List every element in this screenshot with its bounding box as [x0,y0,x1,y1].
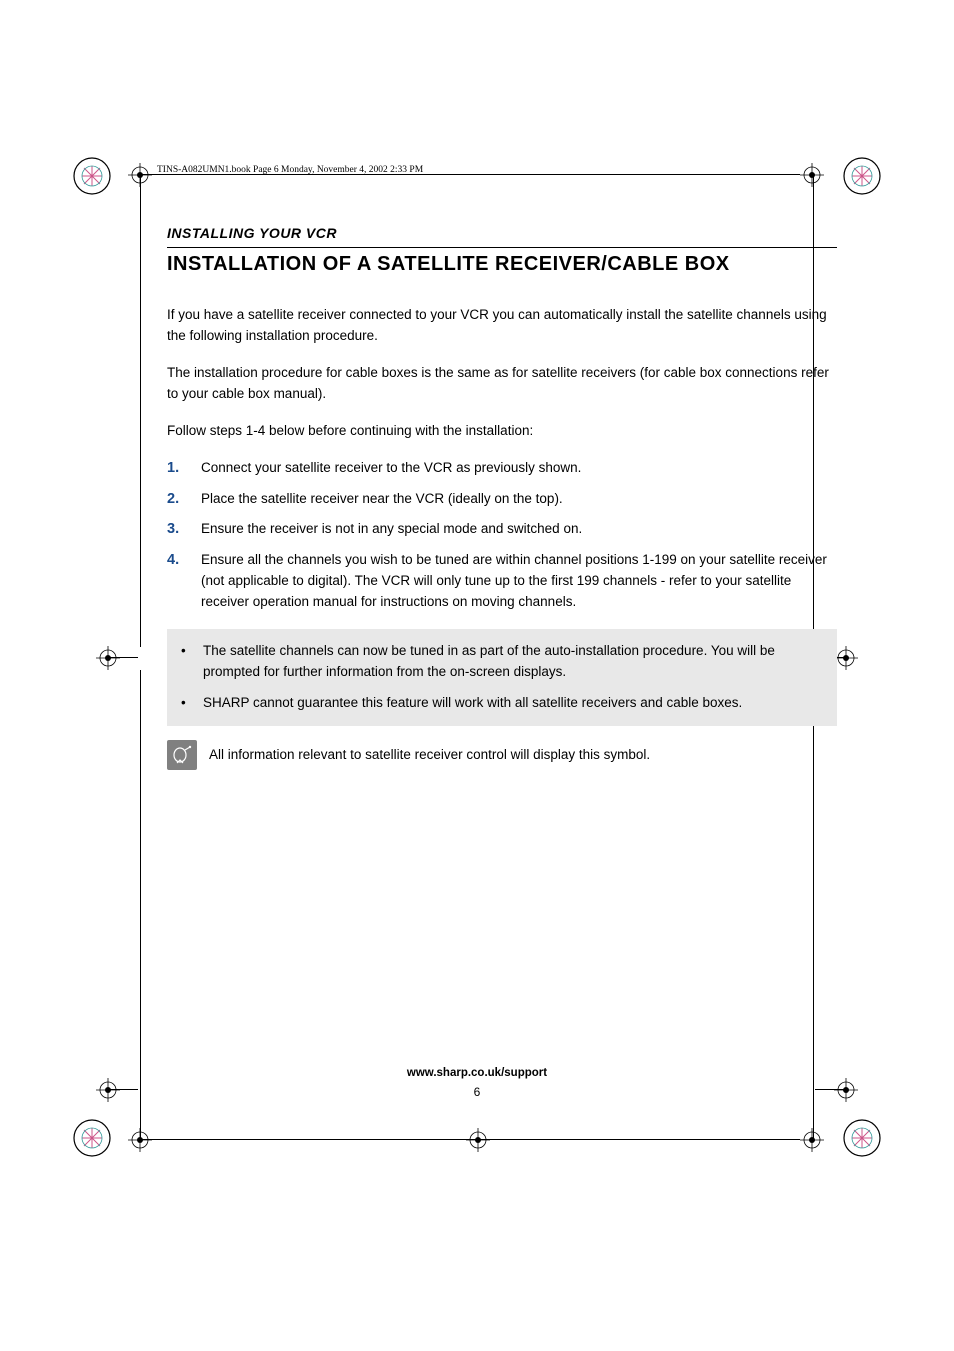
bullet-icon: • [181,693,191,714]
intro-paragraph-1: If you have a satellite receiver connect… [167,305,837,347]
step-text: Connect your satellite receiver to the V… [201,458,581,479]
symbol-text: All information relevant to satellite re… [209,747,650,762]
step-text: Place the satellite receiver near the VC… [201,489,563,510]
steps-list: 1. Connect your satellite receiver to th… [167,458,837,614]
note-box: • The satellite channels can now be tune… [167,629,837,726]
step-item: 1. Connect your satellite receiver to th… [167,458,837,479]
page-number: 6 [407,1085,547,1099]
section-label: INSTALLING YOUR VCR [167,225,837,241]
step-text: Ensure all the channels you wish to be t… [201,550,837,613]
step-item: 2. Place the satellite receiver near the… [167,489,837,510]
crop-line-bottom [140,1139,800,1140]
intro-paragraph-3: Follow steps 1-4 below before continuing… [167,421,837,442]
step-text: Ensure the receiver is not in any specia… [201,519,582,540]
page-content: TINS-A082UMN1.book Page 6 Monday, Novemb… [167,165,837,770]
register-bc [466,1128,490,1152]
register-ml [96,646,120,670]
step-number: 1. [167,460,187,476]
step-number: 4. [167,552,187,568]
symbol-note: All information relevant to satellite re… [167,740,837,770]
page-footer: www.sharp.co.uk/support 6 [407,1067,547,1099]
step-number: 3. [167,521,187,537]
crop-line-left-top [140,175,141,647]
note-text: The satellite channels can now be tuned … [203,641,823,683]
bullet-icon: • [181,641,191,683]
crop-corner-tr [842,156,882,196]
crop-line-left-bottom [140,670,141,1139]
step-number: 2. [167,491,187,507]
register-br1 [834,1078,858,1102]
section-title: INSTALLATION OF A SATELLITE RECEIVER/CAB… [167,247,837,277]
register-br2 [800,1128,824,1152]
intro-paragraph-2: The installation procedure for cable box… [167,363,837,405]
register-bl1 [96,1078,120,1102]
crop-corner-br [842,1118,882,1158]
register-mr [834,646,858,670]
satellite-icon [167,740,197,770]
note-text: SHARP cannot guarantee this feature will… [203,693,742,714]
crop-corner-bl [72,1118,112,1158]
footer-url: www.sharp.co.uk/support [407,1067,547,1079]
crop-corner-tl [72,156,112,196]
step-item: 3. Ensure the receiver is not in any spe… [167,519,837,540]
book-header-text: TINS-A082UMN1.book Page 6 Monday, Novemb… [157,165,423,175]
note-item: • SHARP cannot guarantee this feature wi… [181,693,823,714]
note-item: • The satellite channels can now be tune… [181,641,823,683]
book-header: TINS-A082UMN1.book Page 6 Monday, Novemb… [157,165,837,175]
step-item: 4. Ensure all the channels you wish to b… [167,550,837,613]
crop-hair-bl [108,1089,138,1090]
crop-hair-br [815,1089,845,1090]
crop-hair-ml [108,657,138,658]
